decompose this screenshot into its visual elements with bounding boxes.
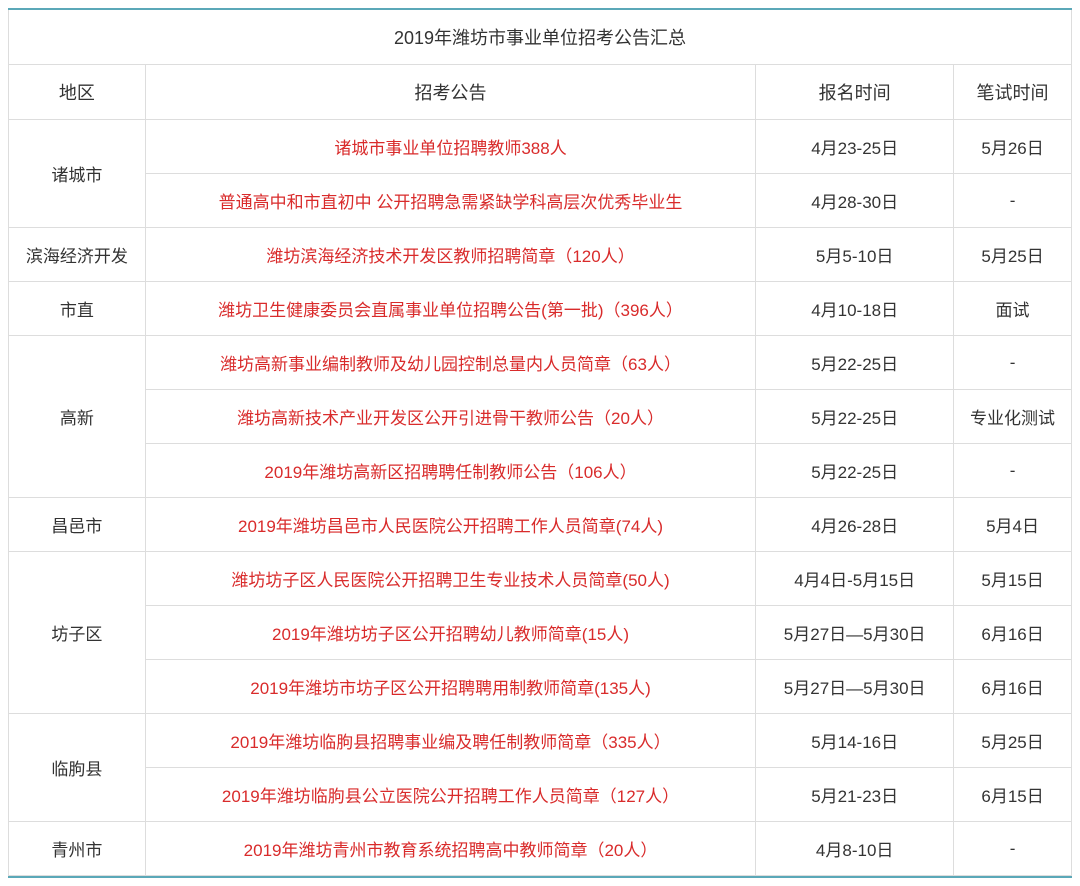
- header-exam: 笔试时间: [954, 65, 1072, 120]
- exam-date-cell: 6月16日: [954, 660, 1072, 714]
- signup-date-cell: 5月27日—5月30日: [756, 660, 954, 714]
- table-row: 诸城市诸城市事业单位招聘教师388人4月23-25日5月26日: [9, 120, 1072, 174]
- announcement-link[interactable]: 潍坊坊子区人民医院公开招聘卫生专业技术人员简章(50人): [145, 552, 755, 606]
- exam-date-cell: 5月25日: [954, 228, 1072, 282]
- region-cell: 临朐县: [9, 714, 146, 822]
- table-row: 青州市2019年潍坊青州市教育系统招聘高中教师简章（20人）4月8-10日-: [9, 822, 1072, 876]
- announcement-link[interactable]: 潍坊高新事业编制教师及幼儿园控制总量内人员简章（63人）: [145, 336, 755, 390]
- announcement-link[interactable]: 2019年潍坊昌邑市人民医院公开招聘工作人员简章(74人): [145, 498, 755, 552]
- recruitment-table: 2019年潍坊市事业单位招考公告汇总 地区 招考公告 报名时间 笔试时间 诸城市…: [8, 10, 1072, 876]
- region-cell: 坊子区: [9, 552, 146, 714]
- table-row: 2019年潍坊坊子区公开招聘幼儿教师简章(15人)5月27日—5月30日6月16…: [9, 606, 1072, 660]
- region-cell: 高新: [9, 336, 146, 498]
- announcement-link[interactable]: 潍坊卫生健康委员会直属事业单位招聘公告(第一批)（396人）: [145, 282, 755, 336]
- exam-date-cell: 5月26日: [954, 120, 1072, 174]
- region-cell: 诸城市: [9, 120, 146, 228]
- signup-date-cell: 4月28-30日: [756, 174, 954, 228]
- announcement-link[interactable]: 2019年潍坊市坊子区公开招聘聘用制教师简章(135人): [145, 660, 755, 714]
- table-row: 高新潍坊高新事业编制教师及幼儿园控制总量内人员简章（63人）5月22-25日-: [9, 336, 1072, 390]
- announcement-link[interactable]: 诸城市事业单位招聘教师388人: [145, 120, 755, 174]
- table-header-row: 地区 招考公告 报名时间 笔试时间: [9, 65, 1072, 120]
- table-row: 2019年潍坊市坊子区公开招聘聘用制教师简章(135人)5月27日—5月30日6…: [9, 660, 1072, 714]
- region-cell: 市直: [9, 282, 146, 336]
- exam-date-cell: 专业化测试: [954, 390, 1072, 444]
- signup-date-cell: 5月22-25日: [756, 336, 954, 390]
- signup-date-cell: 5月5-10日: [756, 228, 954, 282]
- table-row: 2019年潍坊临朐县公立医院公开招聘工作人员简章（127人）5月21-23日6月…: [9, 768, 1072, 822]
- table-row: 潍坊高新技术产业开发区公开引进骨干教师公告（20人）5月22-25日专业化测试: [9, 390, 1072, 444]
- announcement-link[interactable]: 2019年潍坊临朐县公立医院公开招聘工作人员简章（127人）: [145, 768, 755, 822]
- header-announcement: 招考公告: [145, 65, 755, 120]
- region-cell: 滨海经济开发: [9, 228, 146, 282]
- table-title: 2019年潍坊市事业单位招考公告汇总: [9, 10, 1072, 65]
- table-row: 临朐县2019年潍坊临朐县招聘事业编及聘任制教师简章（335人）5月14-16日…: [9, 714, 1072, 768]
- table-row: 普通高中和市直初中 公开招聘急需紧缺学科高层次优秀毕业生4月28-30日-: [9, 174, 1072, 228]
- region-cell: 青州市: [9, 822, 146, 876]
- table-row: 昌邑市2019年潍坊昌邑市人民医院公开招聘工作人员简章(74人)4月26-28日…: [9, 498, 1072, 552]
- announcement-link[interactable]: 2019年潍坊青州市教育系统招聘高中教师简章（20人）: [145, 822, 755, 876]
- signup-date-cell: 5月22-25日: [756, 444, 954, 498]
- announcement-link[interactable]: 潍坊高新技术产业开发区公开引进骨干教师公告（20人）: [145, 390, 755, 444]
- signup-date-cell: 4月10-18日: [756, 282, 954, 336]
- signup-date-cell: 4月4日-5月15日: [756, 552, 954, 606]
- table-body: 诸城市诸城市事业单位招聘教师388人4月23-25日5月26日普通高中和市直初中…: [9, 120, 1072, 876]
- table-row: 2019年潍坊高新区招聘聘任制教师公告（106人）5月22-25日-: [9, 444, 1072, 498]
- signup-date-cell: 4月8-10日: [756, 822, 954, 876]
- table-row: 市直潍坊卫生健康委员会直属事业单位招聘公告(第一批)（396人）4月10-18日…: [9, 282, 1072, 336]
- exam-date-cell: -: [954, 822, 1072, 876]
- table-row: 坊子区潍坊坊子区人民医院公开招聘卫生专业技术人员简章(50人)4月4日-5月15…: [9, 552, 1072, 606]
- signup-date-cell: 5月21-23日: [756, 768, 954, 822]
- table-row: 滨海经济开发潍坊滨海经济技术开发区教师招聘简章（120人）5月5-10日5月25…: [9, 228, 1072, 282]
- exam-date-cell: -: [954, 444, 1072, 498]
- exam-date-cell: 6月15日: [954, 768, 1072, 822]
- exam-date-cell: 5月15日: [954, 552, 1072, 606]
- exam-date-cell: 5月25日: [954, 714, 1072, 768]
- header-signup: 报名时间: [756, 65, 954, 120]
- signup-date-cell: 4月23-25日: [756, 120, 954, 174]
- exam-date-cell: 6月16日: [954, 606, 1072, 660]
- signup-date-cell: 5月27日—5月30日: [756, 606, 954, 660]
- region-cell: 昌邑市: [9, 498, 146, 552]
- recruitment-table-container: 2019年潍坊市事业单位招考公告汇总 地区 招考公告 报名时间 笔试时间 诸城市…: [8, 8, 1072, 878]
- signup-date-cell: 5月22-25日: [756, 390, 954, 444]
- announcement-link[interactable]: 2019年潍坊高新区招聘聘任制教师公告（106人）: [145, 444, 755, 498]
- exam-date-cell: 5月4日: [954, 498, 1072, 552]
- header-region: 地区: [9, 65, 146, 120]
- table-title-row: 2019年潍坊市事业单位招考公告汇总: [9, 10, 1072, 65]
- exam-date-cell: -: [954, 336, 1072, 390]
- announcement-link[interactable]: 2019年潍坊临朐县招聘事业编及聘任制教师简章（335人）: [145, 714, 755, 768]
- signup-date-cell: 5月14-16日: [756, 714, 954, 768]
- exam-date-cell: 面试: [954, 282, 1072, 336]
- announcement-link[interactable]: 2019年潍坊坊子区公开招聘幼儿教师简章(15人): [145, 606, 755, 660]
- announcement-link[interactable]: 潍坊滨海经济技术开发区教师招聘简章（120人）: [145, 228, 755, 282]
- announcement-link[interactable]: 普通高中和市直初中 公开招聘急需紧缺学科高层次优秀毕业生: [145, 174, 755, 228]
- signup-date-cell: 4月26-28日: [756, 498, 954, 552]
- exam-date-cell: -: [954, 174, 1072, 228]
